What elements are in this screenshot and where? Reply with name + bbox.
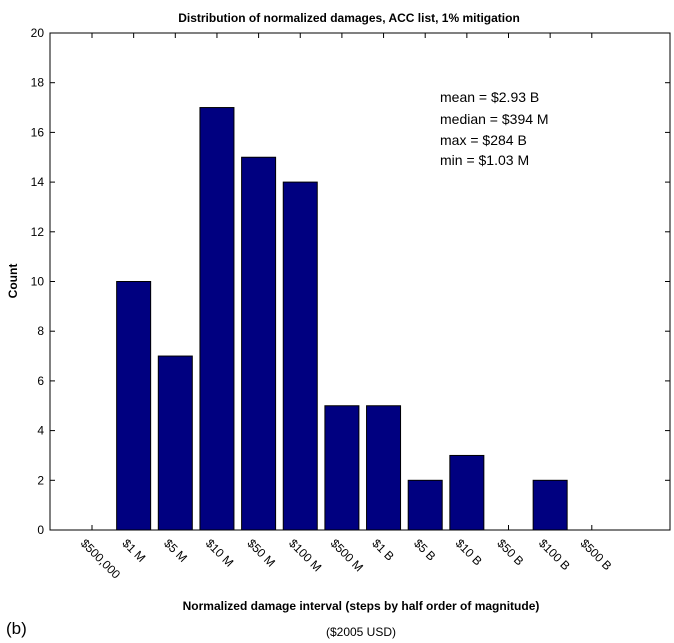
y-tick-label: 8 <box>37 324 44 338</box>
units-note: ($2005 USD) <box>326 625 396 639</box>
stat-median: median = $394 M <box>440 111 549 127</box>
x-tick-label: $100 B <box>536 536 573 573</box>
x-tick-label: $50 B <box>494 536 526 568</box>
x-tick-label: $5 B <box>411 536 438 563</box>
stat-min: min = $1.03 M <box>440 152 529 168</box>
x-tick-label: $500 B <box>578 536 615 573</box>
chart-title: Distribution of normalized damages, ACC … <box>178 11 520 25</box>
stat-max: max = $284 B <box>440 132 527 148</box>
y-tick-label: 12 <box>31 225 45 239</box>
y-tick-label: 0 <box>37 523 44 537</box>
y-tick-label: 2 <box>37 473 44 487</box>
x-tick-label: $500,000 <box>78 536 124 582</box>
histogram-bar <box>199 107 235 531</box>
y-tick-label: 10 <box>31 275 45 289</box>
y-tick-label: 18 <box>31 76 45 90</box>
x-tick-label: $5 M <box>161 536 190 565</box>
histogram-bar <box>241 156 277 531</box>
y-tick-label: 16 <box>31 125 45 139</box>
x-tick-label: $10 M <box>203 536 236 569</box>
bars-layer <box>116 107 568 531</box>
x-tick-label: $500 M <box>328 536 366 574</box>
histogram-bar <box>532 479 568 531</box>
histogram-bar <box>366 405 402 531</box>
y-tick-label: 4 <box>37 424 44 438</box>
y-tick-label: 20 <box>31 26 45 40</box>
x-tick-label: $50 M <box>244 536 277 569</box>
histogram-bar <box>449 454 485 531</box>
x-tick-label: $10 B <box>453 536 485 568</box>
x-axis-label: Normalized damage interval (steps by hal… <box>183 599 540 613</box>
stat-mean: mean = $2.93 B <box>440 89 539 105</box>
x-tick-label: $100 M <box>286 536 324 574</box>
histogram-bar <box>407 479 443 531</box>
y-tick-label: 14 <box>31 175 45 189</box>
x-tick-label: $1 M <box>120 536 149 565</box>
histogram-bar <box>282 181 318 531</box>
y-tick-label: 6 <box>37 374 44 388</box>
panel-label: (b) <box>6 619 27 638</box>
summary-stats: mean = $2.93 B median = $394 M max = $28… <box>440 89 549 168</box>
histogram-bar <box>116 281 152 531</box>
x-tick-label: $1 B <box>369 536 396 563</box>
histogram-bar <box>157 355 193 531</box>
histogram-bar <box>324 405 360 531</box>
y-axis-label: Count <box>6 264 20 299</box>
